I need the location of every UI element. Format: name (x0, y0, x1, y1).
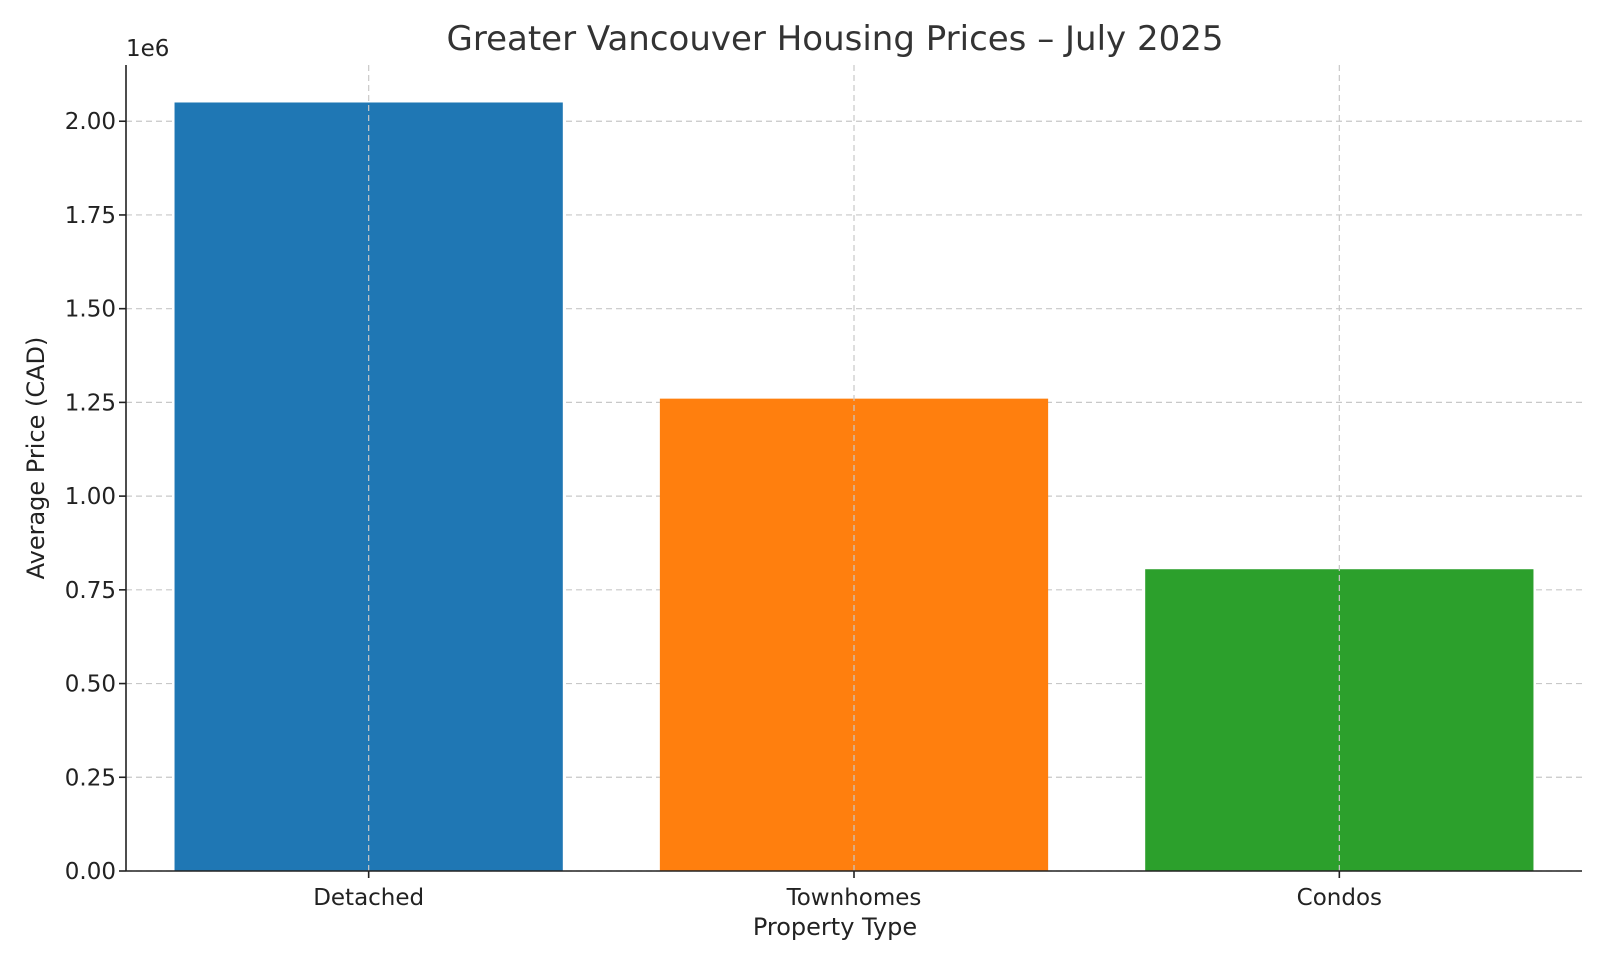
vertical-grid (368, 65, 1340, 871)
x-axis-label: Property Type (753, 913, 917, 941)
y-tick-label: 0.00 (65, 859, 116, 885)
x-tick-label: Detached (313, 885, 424, 911)
y-tick-label: 1.00 (65, 484, 116, 510)
y-tick-label: 1.25 (65, 390, 116, 416)
chart-title: Greater Vancouver Housing Prices – July … (446, 19, 1223, 59)
y-axis-offset-label: 1e6 (126, 36, 169, 62)
y-tick-label: 2.00 (65, 109, 116, 135)
y-tick-label: 0.75 (65, 578, 116, 604)
y-tick-labels: 0.00 0.25 0.50 0.75 1.00 1.25 1.50 1.75 2.00 (65, 109, 126, 885)
x-tick-label: Townhomes (786, 885, 922, 911)
y-axis-label: Average Price (CAD) (22, 337, 50, 580)
x-tick-labels: Detached Townhomes Condos (313, 871, 1382, 911)
y-tick-label: 0.50 (65, 672, 116, 698)
y-tick-label: 0.25 (65, 765, 116, 791)
y-tick-label: 1.75 (65, 203, 116, 229)
y-tick-label: 1.50 (65, 297, 116, 323)
x-tick-label: Condos (1297, 885, 1382, 911)
